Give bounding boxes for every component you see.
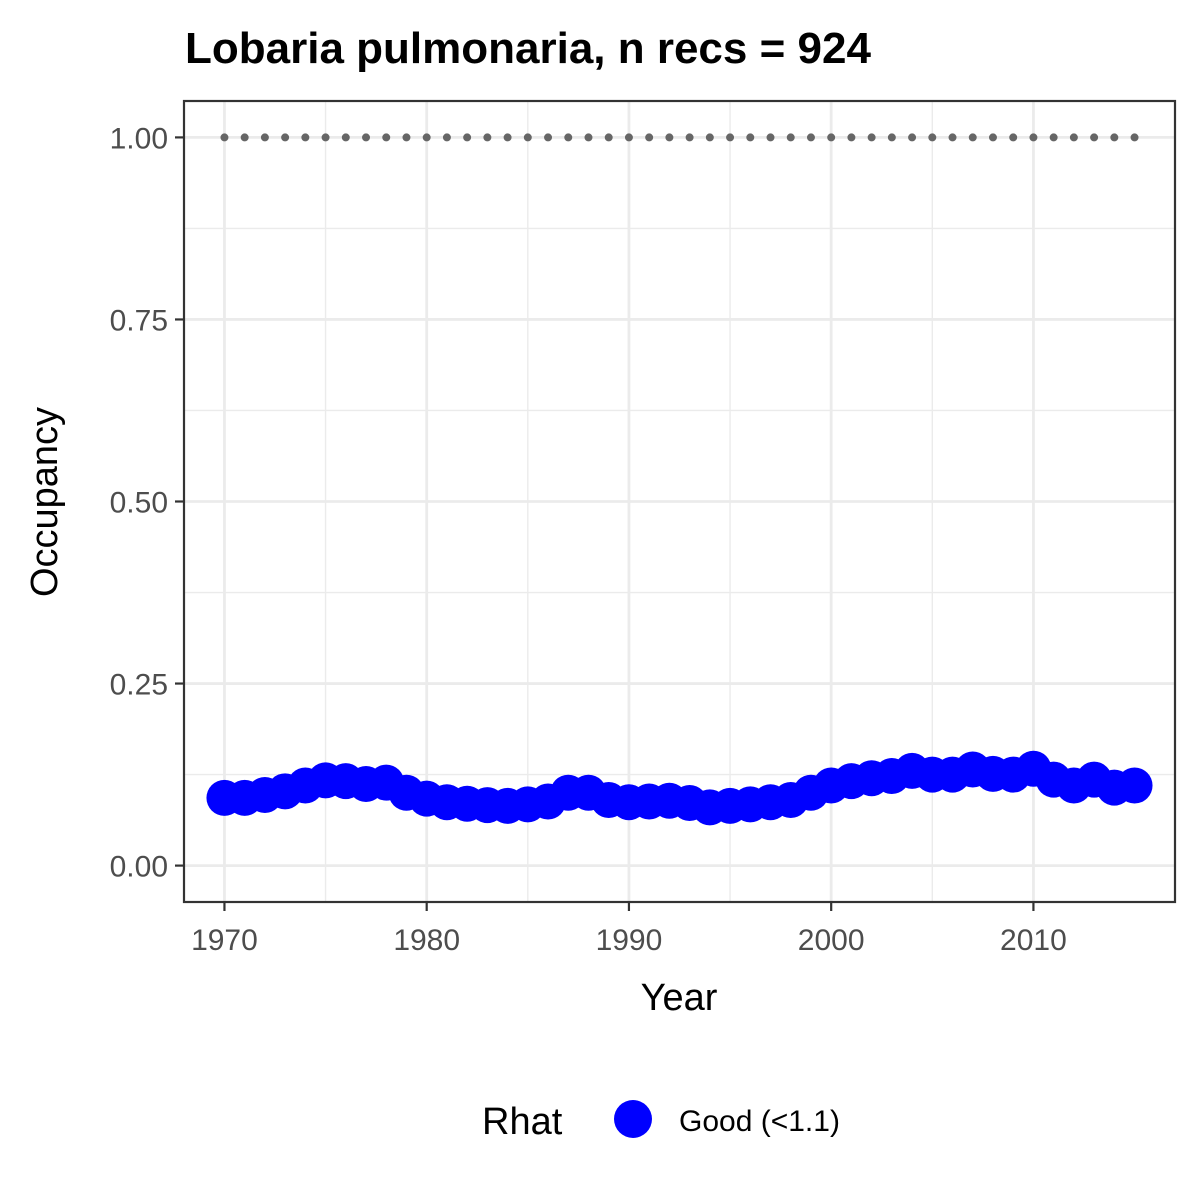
legend: Rhat Good (<1.1) [482,1100,840,1143]
chart-title: Lobaria pulmonaria, n recs = 924 [185,24,871,73]
y-tick-label: 0.75 [110,304,168,337]
x-tick-label: 2010 [1000,924,1067,957]
x-tick-label: 1980 [393,924,460,957]
legend-title: Rhat [482,1101,563,1143]
grid [184,101,1175,902]
x-axis-title: Year [641,977,718,1019]
x-tick-label: 1970 [191,924,258,957]
legend-label-good: Good (<1.1) [679,1105,840,1138]
x-tick-label: 2000 [798,924,865,957]
x-tick-label: 1990 [596,924,663,957]
y-axis: 0.00 0.25 0.50 0.75 1.00 [110,122,184,884]
y-tick-label: 0.50 [110,487,168,520]
y-tick-label: 0.00 [110,851,168,884]
x-axis: 1970 1980 1990 2000 2010 [191,902,1067,957]
y-axis-title: Occupancy [24,407,66,597]
data-point [1116,767,1153,804]
legend-key-good [614,1100,652,1138]
data-points [206,750,1153,826]
y-tick-label: 0.25 [110,669,168,702]
y-tick-label: 1.00 [110,122,168,155]
